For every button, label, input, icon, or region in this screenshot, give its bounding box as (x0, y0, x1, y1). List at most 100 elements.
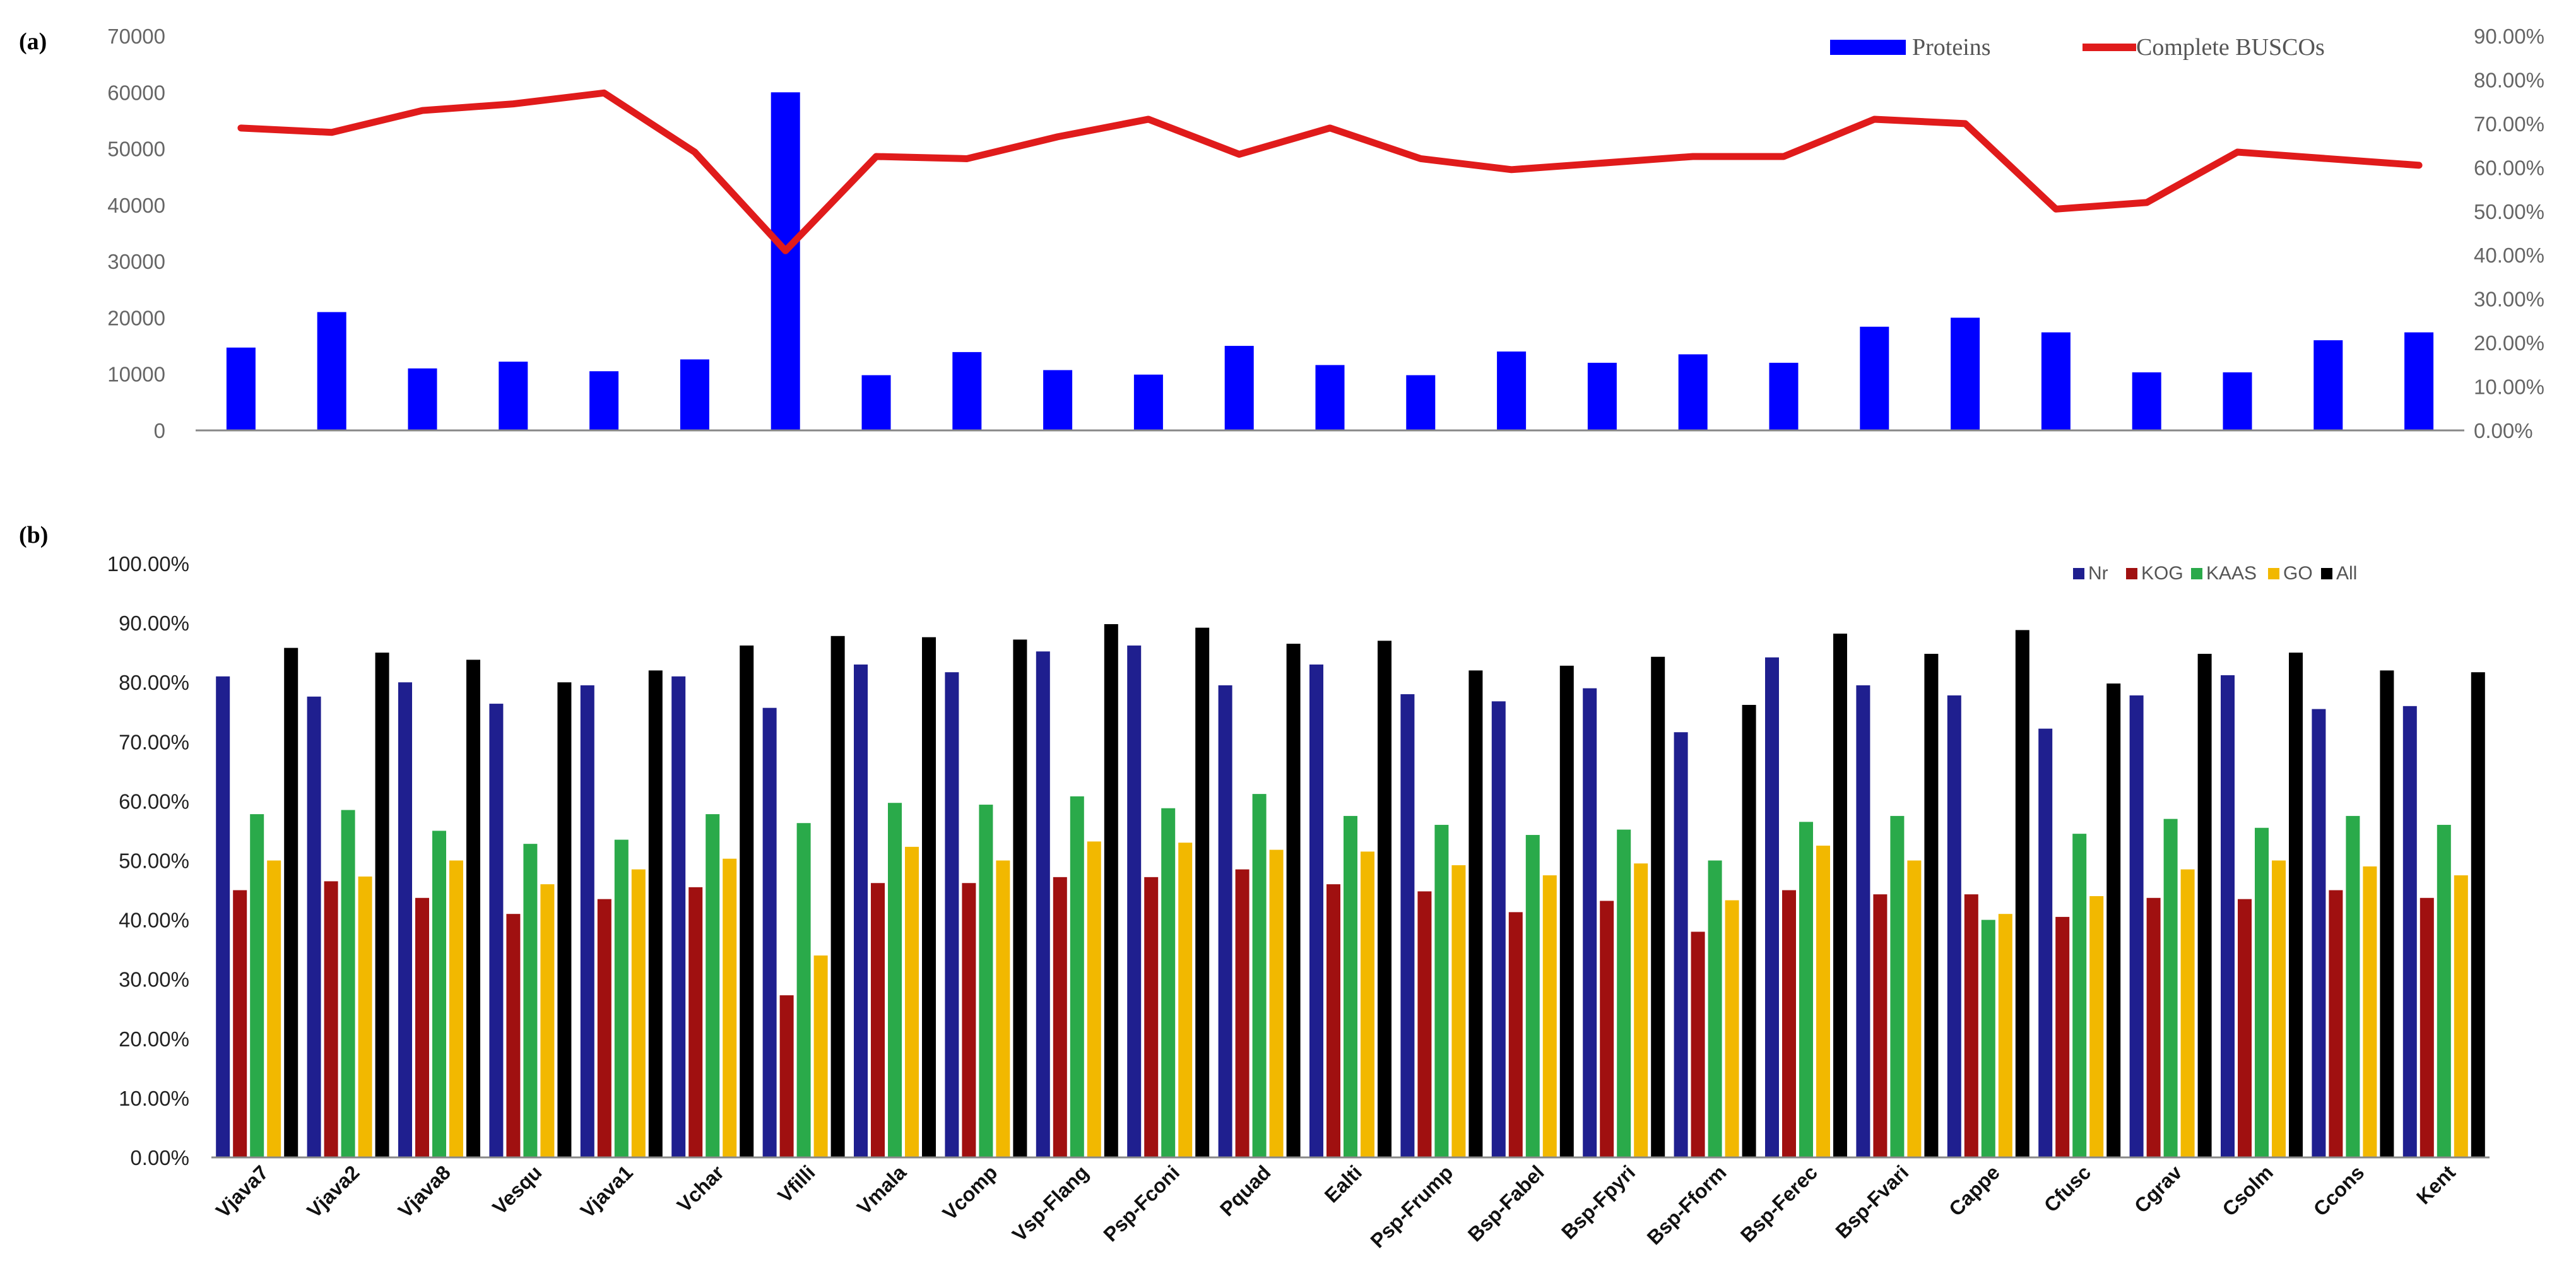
bar-nr (1765, 657, 1779, 1157)
panel-b-x-tick: Vmala (853, 1161, 911, 1219)
proteins-bar (1406, 375, 1436, 430)
bar-all (1104, 624, 1118, 1157)
bar-kog (2146, 897, 2161, 1157)
bar-nr (2312, 709, 2326, 1157)
panel-b-x-tick: Vchar (673, 1161, 728, 1216)
panel-a-label: (a) (19, 28, 47, 55)
panel-b-x-tick: Vsp-Flang (1008, 1161, 1093, 1246)
proteins-bar (952, 352, 982, 430)
proteins-bar (408, 368, 437, 430)
panel-b-x-tick: Cappe (1944, 1161, 2004, 1221)
bar-go (1451, 865, 1466, 1157)
bar-kog (324, 881, 338, 1157)
legend-proteins-swatch (1830, 40, 1906, 55)
proteins-bar (1678, 354, 1708, 430)
panel-a-line (237, 89, 2423, 254)
bar-go (2089, 896, 2104, 1157)
bar-kaas (1890, 815, 1905, 1157)
panel-b-y-tick: 80.00% (119, 671, 189, 694)
bar-go (1998, 914, 2012, 1157)
panel-b-x-tick: Vesqu (488, 1161, 546, 1219)
proteins-bar (2313, 340, 2343, 430)
bar-go (723, 858, 737, 1157)
bar-kaas (1161, 808, 1176, 1157)
bar-kaas (1070, 796, 1084, 1157)
proteins-bar (1315, 365, 1345, 430)
panel-b-x-tick: Kent (2412, 1161, 2460, 1209)
panel-b-x-labels: Vjava7 Vjava2 Vjava8 Vesqu Vjava1 Vchar Vfilli… (211, 1161, 2460, 1252)
bar-kog (688, 887, 703, 1157)
bar-go (1816, 845, 1830, 1157)
legend-swatch-kaas (2191, 568, 2202, 579)
bar-kaas (614, 839, 629, 1157)
proteins-bar (2041, 332, 2071, 430)
bar-go (2272, 860, 2286, 1157)
bar-go (540, 884, 555, 1157)
panel-b-y-tick: 40.00% (119, 909, 189, 932)
bar-kog (2055, 916, 2070, 1157)
bar-all (1924, 654, 1939, 1157)
bar-kog (1326, 884, 1340, 1157)
panel-a-left-tick: 50000 (107, 138, 165, 161)
panel-b-x-tick: Vjava1 (576, 1161, 637, 1222)
panel-b-x-tick: Bsp-Fpyri (1557, 1161, 1640, 1243)
panel-b-y-tick: 100.00% (107, 552, 189, 576)
proteins-bar (1587, 362, 1617, 430)
bar-kaas (706, 814, 720, 1157)
proteins-bar (589, 371, 619, 430)
bar-nr (580, 685, 594, 1157)
bar-nr (2129, 695, 2144, 1157)
bar-kog (1508, 912, 1523, 1157)
panel-a-left-tick: 10000 (107, 363, 165, 386)
bar-go (1178, 843, 1193, 1157)
proteins-bar (771, 92, 800, 431)
proteins-bar (499, 362, 528, 430)
panel-b-x-tick: Cgrav (2130, 1161, 2187, 1217)
bar-nr (1127, 645, 1142, 1157)
bar-all (740, 645, 754, 1157)
bar-kog (1873, 894, 1888, 1157)
bar-nr (1309, 664, 1323, 1157)
panel-a-right-tick: 10.00% (2474, 375, 2544, 399)
bar-kog (1235, 869, 1250, 1157)
panel-a-bars (226, 92, 2434, 431)
bar-all (2197, 654, 2212, 1157)
bar-kog (233, 890, 247, 1157)
panel-b-x-tick: Vjava8 (394, 1161, 455, 1222)
panel-b-x-tick: Psp-Frump (1366, 1161, 1457, 1252)
bar-kog (1417, 891, 1432, 1157)
bar-kaas (250, 814, 264, 1157)
bar-nr (216, 676, 230, 1157)
panel-a-left-tick: 60000 (107, 81, 165, 104)
bar-kog (1782, 890, 1796, 1157)
panel-b-y-tick: 70.00% (119, 730, 189, 754)
bar-kaas (888, 803, 902, 1157)
proteins-bar (2223, 372, 2252, 430)
panel-b-y-tick: 30.00% (119, 968, 189, 991)
legend-label-go: GO (2283, 563, 2313, 584)
bar-go (358, 876, 372, 1157)
bar-kog (597, 899, 612, 1157)
bar-nr (398, 682, 412, 1157)
panel-b-x-tick: Ealti (1320, 1161, 1366, 1207)
panel-b-x-tick: Bsp-Ferec (1736, 1161, 1822, 1246)
bar-go (996, 860, 1010, 1157)
proteins-bar (2132, 372, 2161, 430)
panel-a-right-tick: 90.00% (2474, 25, 2544, 48)
bar-all (1286, 644, 1301, 1157)
bar-go (1542, 875, 1557, 1157)
bar-all (557, 682, 572, 1157)
panel-a-left-tick: 20000 (107, 306, 165, 329)
proteins-bar (680, 359, 709, 430)
bar-kog (2329, 890, 2343, 1157)
panel-b-x-tick: Bsp-Fform (1643, 1161, 1731, 1249)
bar-kog (2238, 899, 2252, 1157)
panel-b-x-tick: Vfilli (773, 1161, 819, 1207)
bar-all (1559, 665, 1574, 1157)
bar-nr (307, 696, 321, 1157)
legend-swatch-nr (2073, 568, 2084, 579)
bar-nr (945, 672, 959, 1157)
bar-kaas (2255, 827, 2269, 1157)
bar-kaas (796, 823, 811, 1157)
bar-all (1468, 670, 1483, 1157)
